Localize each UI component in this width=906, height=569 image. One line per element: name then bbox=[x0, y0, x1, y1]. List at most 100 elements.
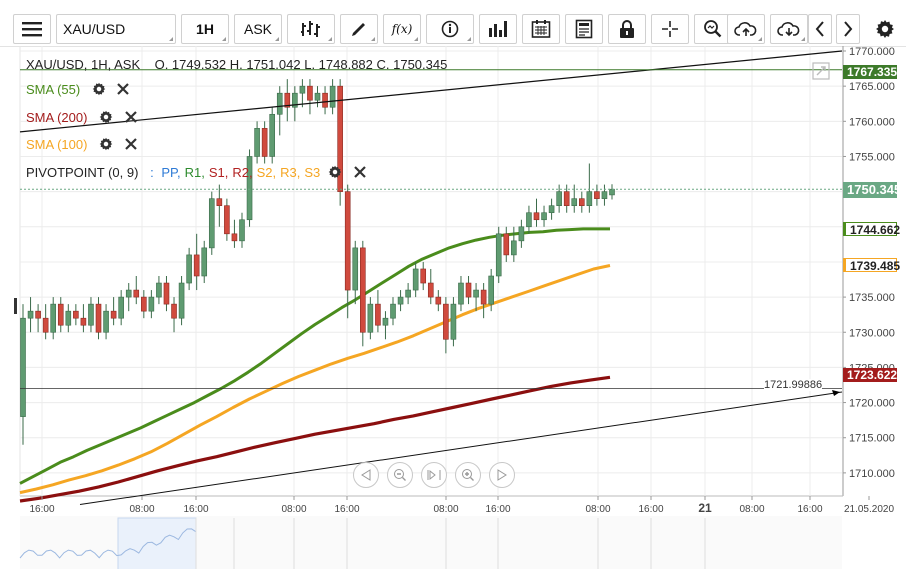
gear-icon bbox=[876, 20, 894, 38]
horizontal-line-label: 1721.99886 bbox=[764, 379, 823, 391]
zoom-button[interactable] bbox=[694, 14, 732, 44]
symbol-select[interactable]: XAU/USD bbox=[56, 14, 176, 44]
candle-body bbox=[148, 296, 155, 312]
scroll-right-button[interactable] bbox=[836, 14, 860, 44]
candle bbox=[141, 290, 147, 319]
candle bbox=[80, 304, 87, 333]
zoom-icon bbox=[704, 20, 722, 38]
scroll-back-button[interactable] bbox=[353, 462, 379, 488]
candle bbox=[571, 184, 578, 213]
candle bbox=[473, 283, 479, 312]
draw-tool-button[interactable] bbox=[340, 14, 378, 44]
function-button[interactable]: f(x) bbox=[383, 14, 421, 44]
candle bbox=[186, 247, 192, 291]
candle bbox=[609, 184, 615, 200]
scroll-forward-button[interactable] bbox=[489, 462, 515, 488]
zoom-in-icon bbox=[462, 469, 474, 481]
candle-body bbox=[65, 310, 72, 326]
sma100-settings-button[interactable] bbox=[99, 137, 113, 154]
zoom-in-button[interactable] bbox=[455, 462, 481, 488]
pivot-settings-button[interactable] bbox=[328, 165, 342, 182]
sma100-remove-button[interactable] bbox=[124, 138, 137, 153]
candle bbox=[163, 276, 170, 312]
candle bbox=[337, 79, 343, 206]
candle-body bbox=[329, 85, 336, 108]
symbol-value: XAU/USD bbox=[63, 21, 126, 37]
candle-body bbox=[110, 310, 117, 319]
candle-body bbox=[193, 254, 200, 277]
candle-body bbox=[601, 191, 608, 199]
menu-button[interactable] bbox=[13, 14, 51, 44]
ohlc-legend: XAU/USD, 1H, ASK O. 1749.532 H. 1751.042… bbox=[26, 57, 447, 72]
candle-body bbox=[276, 92, 283, 115]
info-button[interactable] bbox=[426, 14, 474, 44]
cloud-upload-icon bbox=[734, 22, 757, 36]
candle bbox=[110, 297, 117, 326]
candle-body bbox=[125, 289, 132, 298]
candle-body bbox=[254, 128, 260, 157]
candle bbox=[503, 226, 510, 262]
candle bbox=[397, 290, 404, 312]
time-tick-label: 08:00 bbox=[129, 504, 154, 515]
pivot-remove-button[interactable] bbox=[353, 166, 366, 181]
candle bbox=[352, 240, 359, 305]
candlestick-series bbox=[20, 79, 615, 445]
expand-button[interactable] bbox=[812, 62, 830, 80]
candle-body bbox=[571, 198, 578, 206]
candle bbox=[276, 86, 283, 136]
candle-body bbox=[27, 310, 34, 319]
gear-icon bbox=[99, 137, 113, 151]
candle bbox=[216, 184, 223, 227]
candle bbox=[208, 191, 215, 255]
time-tick-label: 16:00 bbox=[485, 504, 510, 515]
price-side-value: ASK bbox=[243, 21, 272, 37]
candle bbox=[231, 219, 238, 248]
candle-body bbox=[35, 310, 41, 319]
scroll-left-button[interactable] bbox=[808, 14, 832, 44]
candle-body bbox=[186, 254, 192, 284]
price-tick-label: 1720.000 bbox=[849, 398, 895, 410]
calendar-button[interactable] bbox=[522, 14, 560, 44]
sma55-settings-button[interactable] bbox=[92, 82, 106, 99]
settings-button[interactable] bbox=[870, 14, 900, 44]
candle-body bbox=[42, 317, 49, 333]
bar-style-button[interactable] bbox=[287, 14, 335, 44]
candle bbox=[65, 304, 72, 333]
cloud-download-button[interactable] bbox=[770, 14, 808, 44]
candle bbox=[50, 297, 57, 340]
candle-body bbox=[556, 191, 562, 206]
sma200-label: SMA (200) bbox=[26, 110, 88, 125]
candle-body bbox=[20, 317, 26, 417]
candle-body bbox=[284, 92, 291, 108]
zoom-out-button[interactable] bbox=[387, 462, 413, 488]
candle-body bbox=[118, 296, 124, 319]
cloud-upload-button[interactable] bbox=[727, 14, 765, 44]
candle bbox=[254, 121, 260, 164]
sma200-settings-button[interactable] bbox=[99, 110, 113, 127]
crosshair-button[interactable] bbox=[651, 14, 689, 44]
candle bbox=[307, 79, 313, 115]
candle-body bbox=[231, 233, 238, 242]
volume-button[interactable] bbox=[479, 14, 517, 44]
pivot-level-label: PP, bbox=[161, 165, 181, 180]
time-tick-label: 21.05.2020 bbox=[844, 504, 894, 515]
news-button[interactable] bbox=[565, 14, 603, 44]
candle bbox=[541, 205, 547, 227]
price-chart[interactable]: 1770.0001765.0001760.0001755.0001750.000… bbox=[0, 46, 906, 569]
chevron-left-icon bbox=[815, 21, 824, 37]
sma200-price-tag: 1723.622 bbox=[843, 368, 897, 382]
top-line-price-tag: 1767.335 bbox=[843, 65, 897, 79]
sma200-remove-button[interactable] bbox=[124, 111, 137, 126]
candle bbox=[427, 268, 434, 305]
chevron-right-icon bbox=[844, 21, 853, 37]
reset-view-button[interactable] bbox=[421, 462, 447, 488]
lower-trendline bbox=[79, 391, 843, 506]
candle-body bbox=[163, 282, 170, 305]
sma100-legend: SMA (100) bbox=[26, 137, 137, 154]
lock-button[interactable] bbox=[608, 14, 646, 44]
candle bbox=[548, 198, 555, 220]
candle-body bbox=[299, 85, 306, 94]
sma55-remove-button[interactable] bbox=[117, 83, 130, 98]
price-side-select[interactable]: ASK bbox=[234, 14, 282, 44]
timeframe-select[interactable]: 1H bbox=[181, 14, 229, 44]
